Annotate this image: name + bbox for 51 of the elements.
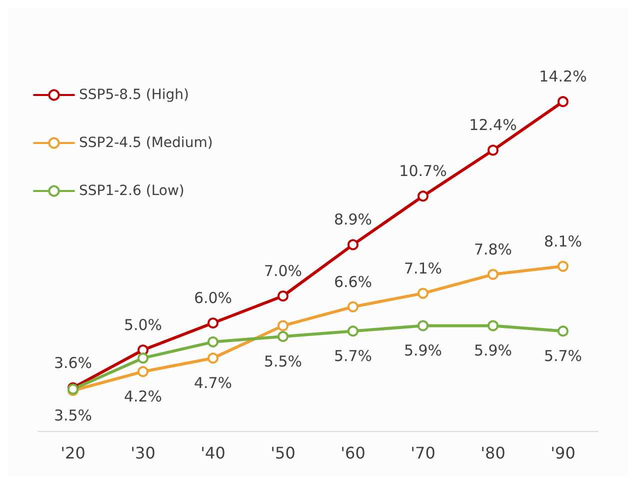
point	[278, 320, 288, 332]
x-tick-label: '50	[270, 444, 296, 462]
point	[208, 352, 218, 364]
data-label: 7.0%	[264, 262, 302, 280]
point	[418, 288, 428, 299]
data-label: 5.0%	[124, 316, 162, 334]
x-tick-label: '60	[340, 444, 366, 462]
point	[348, 239, 358, 250]
x-tick-label: '90	[550, 444, 576, 462]
point	[558, 96, 568, 108]
point	[488, 268, 498, 280]
point	[348, 301, 358, 312]
point	[208, 336, 218, 348]
x-tick-label: '40	[200, 444, 226, 462]
data-label: 3.5%	[54, 406, 92, 424]
data-label: 8.1%	[544, 232, 582, 250]
point	[418, 320, 428, 332]
data-label: 5.7%	[544, 347, 582, 366]
x-tick-label: '80	[480, 444, 506, 462]
legend-label: SSP2-4.5 (Medium)	[79, 135, 213, 151]
data-label: 6.0%	[194, 289, 232, 307]
legend-label: SSP5-8.5 (High)	[79, 87, 189, 103]
point	[138, 366, 148, 378]
data-label: 10.7%	[399, 162, 447, 180]
point	[418, 190, 428, 202]
data-label: 14.2%	[539, 68, 587, 86]
point	[558, 260, 568, 272]
point	[278, 290, 288, 302]
data-label: 5.9%	[404, 342, 442, 360]
data-label: 6.6%	[334, 272, 372, 291]
point	[348, 326, 358, 337]
x-tick-label: '30	[130, 444, 156, 462]
data-label: 3.6%	[54, 354, 92, 372]
legend-label: SSP1-2.6 (Low)	[79, 183, 184, 199]
data-label: 7.8%	[474, 240, 512, 258]
point	[558, 326, 568, 337]
point	[138, 352, 148, 364]
data-label: 5.9%	[474, 342, 512, 360]
point	[488, 144, 498, 156]
point	[488, 320, 498, 332]
data-label: 4.7%	[194, 374, 232, 392]
data-label: 8.9%	[334, 210, 372, 229]
data-label: 7.1%	[404, 259, 442, 278]
point	[278, 331, 288, 342]
x-tick-label: '20	[60, 444, 86, 462]
point	[208, 318, 218, 328]
data-label: 4.2%	[124, 388, 162, 406]
data-label: 12.4%	[469, 116, 517, 134]
x-tick-label: '70	[410, 444, 436, 462]
data-label: 5.7%	[334, 347, 372, 366]
data-label: 5.5%	[264, 352, 302, 370]
